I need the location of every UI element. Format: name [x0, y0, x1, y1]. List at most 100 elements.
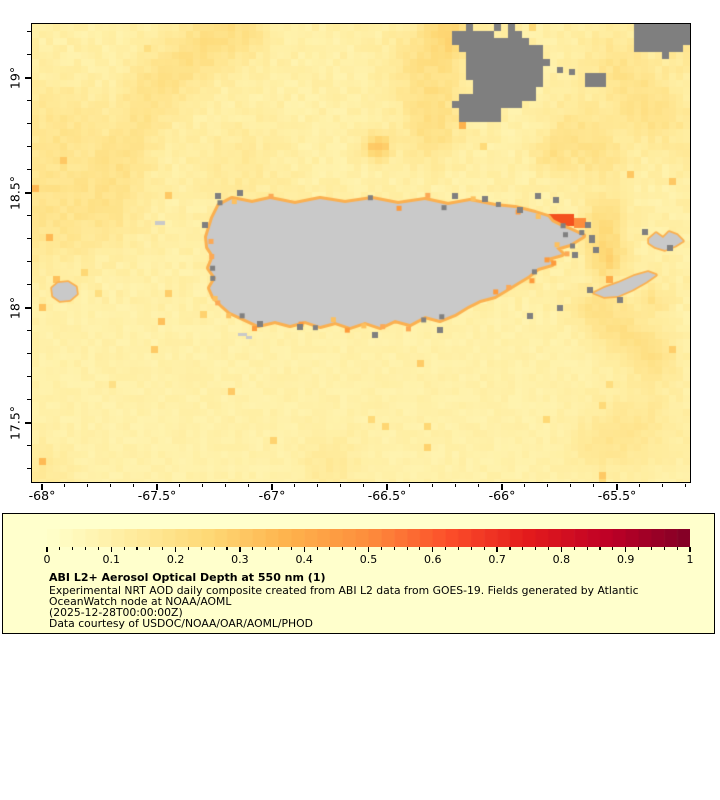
- x-axis-minor-tick: [409, 483, 411, 487]
- colorbar-major-tick: [496, 547, 498, 552]
- colorbar-minor-tick: [213, 547, 215, 550]
- colorbar-minor-tick: [85, 547, 87, 550]
- y-axis-minor-tick: [27, 31, 31, 33]
- x-axis-label: -67.5°: [137, 488, 177, 503]
- x-axis-minor-tick: [455, 483, 457, 487]
- x-axis-minor-tick: [593, 483, 595, 487]
- y-axis-label: 18°: [7, 296, 23, 320]
- colorbar-minor-tick: [265, 547, 267, 550]
- x-axis-minor-tick: [685, 483, 687, 487]
- y-axis-major-tick: [24, 307, 31, 309]
- colorbar-minor-tick: [149, 547, 151, 550]
- colorbar-tick-label: 0.2: [166, 553, 185, 566]
- colorbar-minor-tick: [316, 547, 318, 550]
- x-axis-label: -65.5°: [597, 488, 637, 503]
- x-axis-minor-tick: [110, 483, 112, 487]
- colorbar-tick-label: 0: [43, 553, 51, 566]
- x-axis-minor-tick: [64, 483, 66, 487]
- x-axis-major-tick: [386, 483, 388, 490]
- legend-title: ABI L2+ Aerosol Optical Depth at 550 nm …: [49, 571, 326, 584]
- colorbar-tick-label: 1: [686, 553, 694, 566]
- colorbar-minor-tick: [277, 547, 280, 550]
- colorbar-minor-tick: [457, 547, 460, 550]
- colorbar-tick-label: 0.1: [102, 553, 121, 566]
- colorbar-major-tick: [174, 547, 177, 552]
- colorbar-minor-tick: [586, 547, 588, 550]
- x-axis-minor-tick: [294, 483, 296, 487]
- colorbar-minor-tick: [59, 547, 61, 550]
- y-axis-major-tick: [24, 77, 31, 79]
- colorbar-canvas: [47, 529, 690, 547]
- colorbar-tick-label: 0.6: [424, 553, 442, 566]
- y-axis-major-tick: [24, 192, 31, 194]
- colorbar-minor-tick: [136, 547, 138, 550]
- x-axis-minor-tick: [432, 483, 434, 487]
- colorbar-minor-tick: [123, 547, 125, 550]
- x-axis-minor-tick: [639, 483, 641, 487]
- x-axis-label: -67°: [258, 488, 286, 503]
- colorbar-minor-tick: [509, 547, 511, 550]
- x-axis-major-tick: [271, 483, 273, 490]
- colorbar-tick-label: 0.5: [359, 553, 378, 566]
- x-axis-minor-tick: [340, 483, 342, 487]
- aod-map-canvas: [32, 24, 690, 482]
- y-axis-label: 18.5°: [7, 175, 23, 211]
- y-axis-minor-tick: [27, 100, 31, 102]
- x-axis-label: -66°: [488, 488, 516, 503]
- x-axis-minor-tick: [570, 483, 572, 487]
- x-axis-minor-tick: [478, 483, 480, 487]
- y-axis-minor-tick: [27, 330, 31, 332]
- legend-line-2: OceanWatch node at NOAA/AOML: [49, 595, 232, 608]
- x-axis-minor-tick: [363, 483, 365, 487]
- colorbar-minor-tick: [380, 547, 382, 550]
- colorbar-minor-tick: [355, 547, 357, 550]
- colorbar-major-tick: [689, 547, 691, 552]
- colorbar-minor-tick: [187, 547, 189, 550]
- y-axis-minor-tick: [27, 353, 31, 355]
- y-axis-minor-tick: [27, 261, 31, 263]
- colorbar-minor-tick: [470, 547, 472, 550]
- map-plot-area: [30, 22, 691, 483]
- colorbar-major-tick: [46, 547, 48, 552]
- colorbar-major-tick: [110, 547, 112, 552]
- y-axis-minor-tick: [27, 399, 31, 401]
- colorbar-minor-tick: [406, 547, 408, 550]
- y-axis-minor-tick: [27, 146, 31, 148]
- colorbar-minor-tick: [200, 547, 202, 550]
- colorbar-minor-tick: [252, 547, 254, 550]
- legend-line-4: Data courtesy of USDOC/NOAA/OAR/AOML/PHO…: [49, 617, 313, 630]
- legend-line-1: Experimental NRT AOD daily composite cre…: [49, 584, 639, 597]
- x-axis-major-tick: [156, 483, 158, 490]
- colorbar-minor-tick: [445, 547, 447, 550]
- x-axis-minor-tick: [662, 483, 664, 487]
- y-axis-minor-tick: [27, 215, 31, 217]
- x-axis-minor-tick: [317, 483, 319, 487]
- colorbar-minor-tick: [612, 547, 614, 550]
- colorbar-minor-tick: [226, 547, 228, 550]
- y-axis-minor-tick: [27, 169, 31, 171]
- x-axis-minor-tick: [179, 483, 181, 487]
- colorbar-major-tick: [432, 547, 434, 552]
- x-axis-minor-tick: [547, 483, 549, 487]
- x-axis-major-tick: [41, 483, 43, 490]
- colorbar-tick-label: 0.9: [616, 553, 635, 566]
- colorbar-minor-tick: [535, 547, 537, 550]
- x-axis-minor-tick: [524, 483, 526, 487]
- y-axis-minor-tick: [27, 54, 31, 56]
- colorbar-minor-tick: [547, 547, 550, 550]
- x-axis-minor-tick: [133, 483, 135, 487]
- y-axis-minor-tick: [27, 123, 31, 125]
- colorbar-minor-tick: [329, 547, 331, 550]
- y-axis-minor-tick: [27, 238, 31, 240]
- y-axis-minor-tick: [27, 284, 31, 286]
- colorbar-minor-tick: [676, 547, 678, 550]
- colorbar-minor-tick: [483, 547, 485, 550]
- colorbar-minor-tick: [419, 547, 421, 550]
- colorbar-minor-tick: [290, 547, 292, 550]
- x-axis-minor-tick: [202, 483, 204, 487]
- colorbar-minor-tick: [663, 547, 665, 550]
- x-axis-minor-tick: [248, 483, 250, 487]
- x-axis-minor-tick: [87, 483, 89, 487]
- y-axis-major-tick: [24, 422, 31, 424]
- colorbar-major-tick: [625, 547, 627, 552]
